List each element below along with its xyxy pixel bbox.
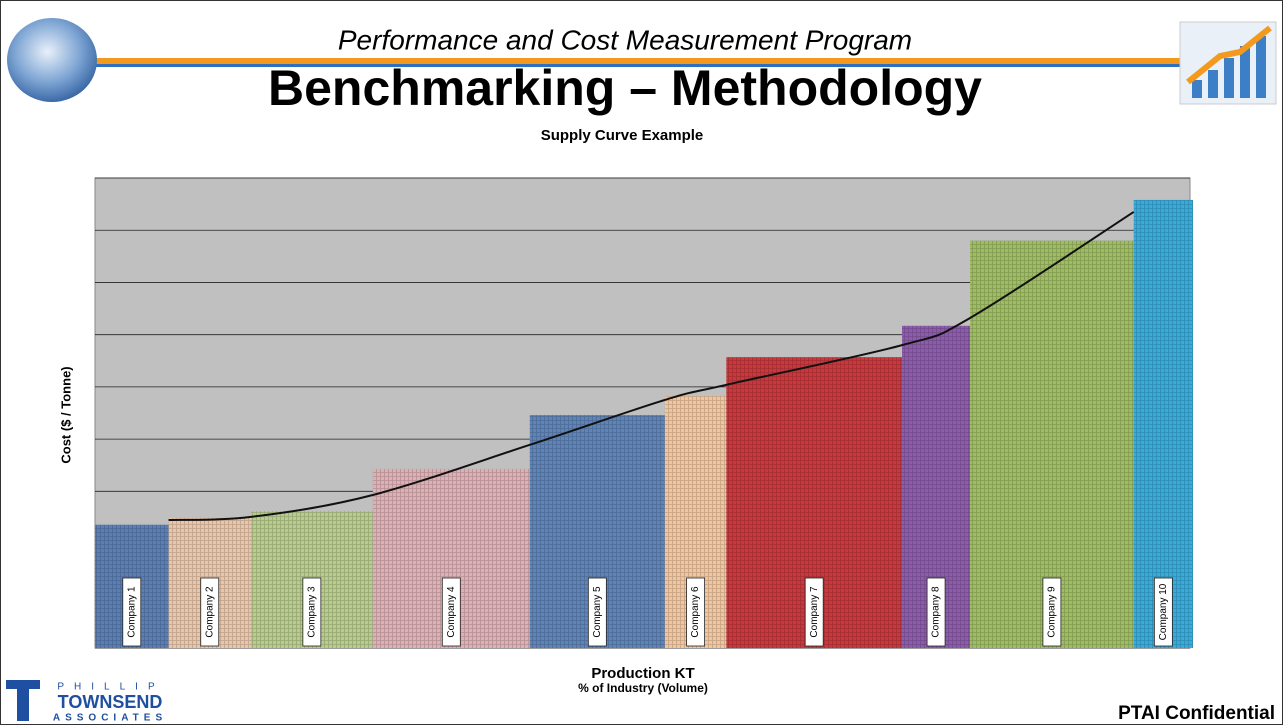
label-box [587,577,607,647]
label-box [302,577,322,647]
globe-icon [7,18,97,102]
header-bar [70,64,1220,67]
chart-title: Supply Curve Example [541,127,704,144]
bar-label: Company 4 [446,586,457,638]
label-box [1042,577,1062,647]
bar-label: Company 1 [126,586,137,638]
trend-line [168,211,1135,522]
bar-label: Company 5 [592,586,603,638]
chart: Company 1 Company 2 Company 3 Company 4 Comp… [95,177,1193,649]
bar-label: Company 9 [1047,586,1058,638]
slide-title: Benchmarking – Methodology [268,60,982,116]
y-axis-label: Cost ($ / Tonne) [58,366,73,463]
label-box [926,577,946,647]
logo-text: ASSOCIATES [53,713,167,724]
bar-label: Company 10 [1158,583,1169,640]
header-bar [70,58,1220,64]
logo-text: TOWNSEND [58,692,163,712]
bar-label: Company 7 [809,586,820,638]
growth-icon [1192,36,1266,98]
label-box [686,577,706,647]
bar-texture [1133,199,1193,648]
logo-mark [6,680,40,721]
growth-icon [1186,25,1272,85]
x-axis-label: Production KT [591,665,694,682]
label-box [804,577,824,647]
logo-text: PHILLIP [57,682,164,693]
bar-label: Company 2 [204,586,215,638]
label-box [441,577,461,647]
label-box [1153,577,1173,647]
bar-label: Company 6 [690,586,701,638]
slide-subtitle: Performance and Cost Measurement Program [338,24,912,55]
footer: PTAI Confidential [1118,703,1275,724]
label-box [200,577,220,647]
bar-label: Company 3 [306,586,317,638]
bar-label: Company 8 [931,586,942,638]
x-axis-sublabel: % of Industry (Volume) [578,681,708,695]
label-box [122,577,142,647]
